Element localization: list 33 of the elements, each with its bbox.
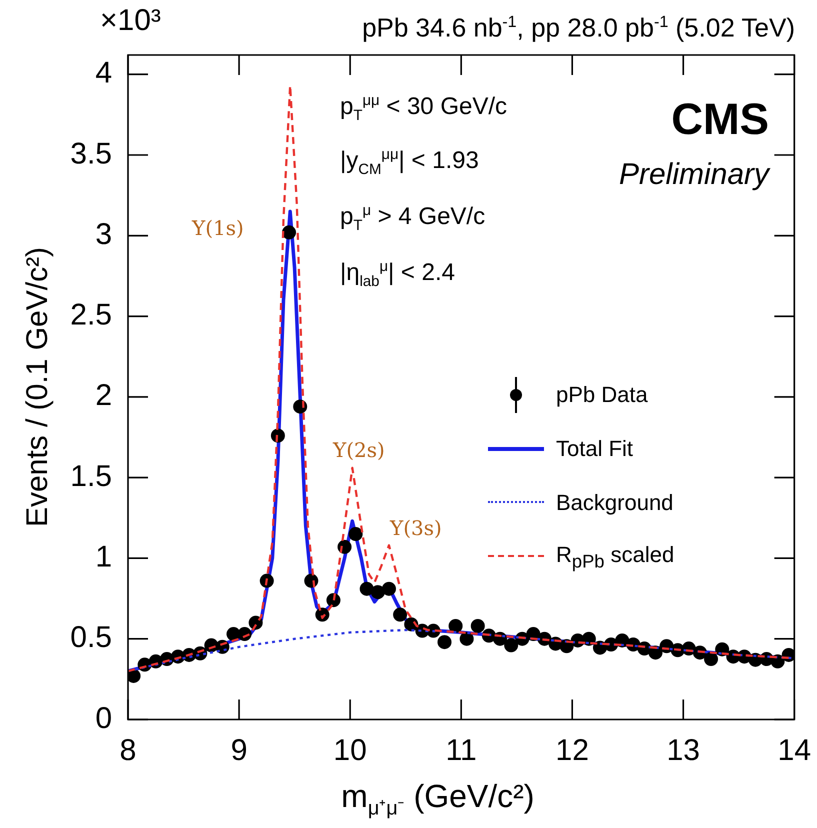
chart-title: pPb 34.6 nb$^{-1}$, pp 28.0 pb$^{-1}$ (5.02 TeV) xyxy=(362,12,795,43)
y-tick-label: 3.5 xyxy=(70,137,112,170)
x-axis-title: m$_{μ⁺μ⁻}$ (GeV/c²) xyxy=(341,778,534,820)
y-tick-label: 0 xyxy=(95,702,112,735)
x-tick-label: 12 xyxy=(556,734,589,767)
y-tick-label: 3 xyxy=(95,218,112,251)
y-tick-label: 2.5 xyxy=(70,298,112,332)
x-tick-label: 9 xyxy=(230,734,248,767)
x-tick-label: 10 xyxy=(333,734,367,767)
annotation: Υ(2s) xyxy=(333,438,385,462)
legend-label: Total Fit xyxy=(556,436,634,462)
annotation: p$_{T}$$^{μμ}$ < 30 GeV/c xyxy=(340,93,508,124)
annotation: Υ(1s) xyxy=(192,216,244,240)
y-tick-label: 1.5 xyxy=(70,460,112,493)
annotation: Preliminary xyxy=(618,158,769,191)
y-tick-label: 4 xyxy=(95,56,112,90)
y-tick-label: 2 xyxy=(95,379,112,412)
x-tick-label: 14 xyxy=(778,734,812,767)
annotation: |η$_{lab}$$^{μ}$| < 2.4 xyxy=(340,259,455,290)
y-axis-title: Events / (0.1 GeV/c²) xyxy=(21,247,54,528)
x-tick-label: 11 xyxy=(446,734,477,767)
annotation: CMS xyxy=(671,95,769,144)
annotation: Υ(3s) xyxy=(390,516,442,540)
x-tick-label: 13 xyxy=(666,734,700,767)
legend-label: pPb Data xyxy=(556,382,648,408)
annotation: p$_{T}$$^{μ}$ > 4 GeV/c xyxy=(340,203,486,234)
y-tick-label: 0.5 xyxy=(70,621,112,654)
text: ×10³ xyxy=(100,4,161,37)
legend-label: R$_{pPb}$ scaled xyxy=(556,542,674,572)
legend-label: Background xyxy=(556,490,674,516)
annotation: |y$_{CM}$$^{μμ}$| < 1.93 xyxy=(340,147,479,178)
x-tick-label: 8 xyxy=(120,734,136,767)
y-tick-label: 1 xyxy=(95,540,112,574)
